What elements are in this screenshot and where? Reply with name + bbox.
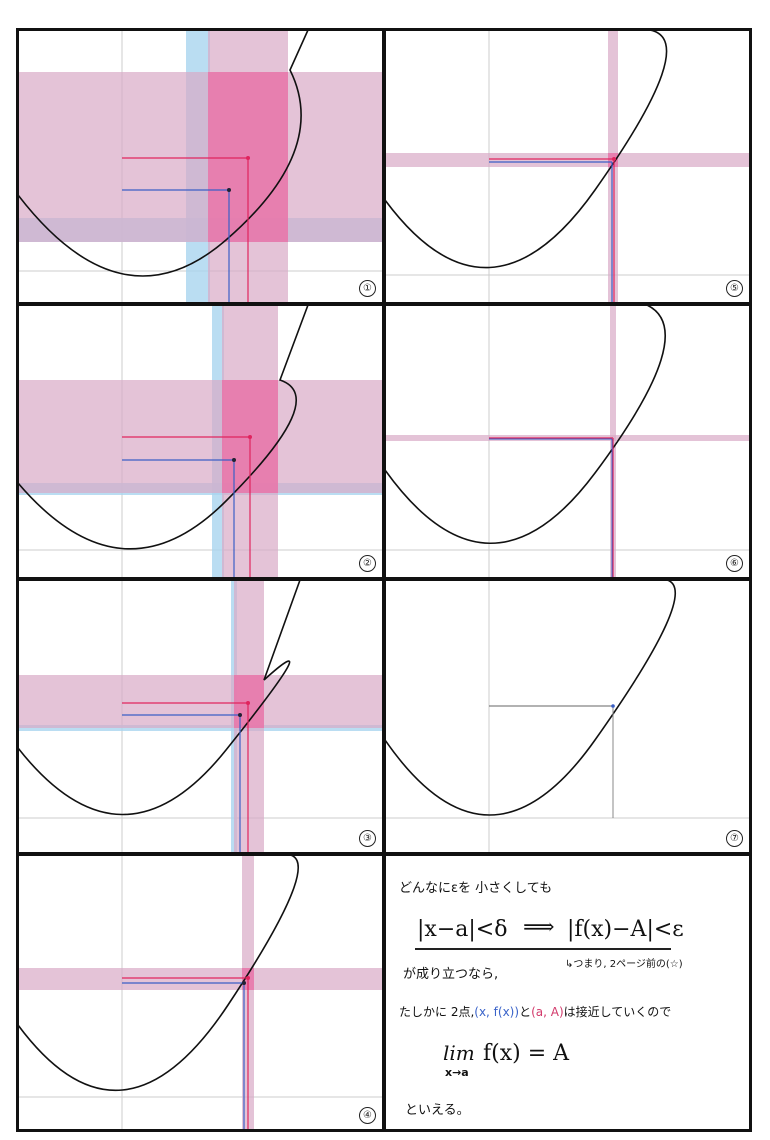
note-line-1: どんなにεを 小さくしても: [399, 881, 553, 896]
panel-3-number: ③: [359, 830, 376, 847]
panel-7-graph: [385, 580, 749, 852]
panel-1-number: ①: [359, 280, 376, 297]
implication-arrow: ⟹: [523, 915, 555, 940]
panel-2: ②: [18, 305, 382, 577]
note-line-4-a: たしかに 2点,: [399, 1005, 475, 1019]
explanation-panel: どんなにεを 小さくしても |x−a|<δ ⟹ |f(x)−A|<ε ↳つまり,…: [385, 855, 749, 1129]
panel-6: ⑥: [385, 305, 749, 577]
panel-7: ⑦: [385, 580, 749, 852]
point-x-fx: (x, f(x)): [474, 1005, 520, 1019]
panel-6-graph: [385, 305, 749, 577]
panel-3: ③: [18, 580, 382, 852]
panel-4-graph: [18, 855, 382, 1129]
limit-expression: f(x) = A: [483, 1041, 570, 1066]
panel-4-number: ④: [359, 1107, 376, 1124]
panel-5-number: ⑤: [726, 280, 743, 297]
panel-6-number: ⑥: [726, 555, 743, 572]
panel-7-number: ⑦: [726, 830, 743, 847]
panel-5: ⑤: [385, 30, 749, 302]
implication-right: |f(x)−A|<ε: [567, 917, 684, 942]
panel-3-graph: [18, 580, 382, 852]
panel-2-number: ②: [359, 555, 376, 572]
limit-word: lim: [443, 1041, 475, 1065]
limit-subscript: x→a: [445, 1066, 469, 1079]
note-line-3: が成り立つなら,: [403, 967, 499, 982]
note-line-4-b: と: [519, 1005, 532, 1019]
note-line-4: たしかに 2点,(x, f(x))と(a, A)は接近していくので: [399, 1003, 671, 1020]
note-line-4-c: は接近していくので: [563, 1005, 672, 1019]
panel-4: ④: [18, 855, 382, 1129]
note-subnote: ↳つまり, 2ページ前の(☆): [565, 959, 683, 970]
point-a-A: (a, A): [531, 1005, 564, 1019]
implication-underline: [415, 948, 671, 950]
panel-1-graph: [18, 30, 382, 302]
implication-left: |x−a|<δ: [417, 917, 508, 942]
note-conclusion: といえる。: [405, 1103, 470, 1118]
panel-2-graph: [18, 305, 382, 577]
panel-5-graph: [385, 30, 749, 302]
panel-1: ①: [18, 30, 382, 302]
